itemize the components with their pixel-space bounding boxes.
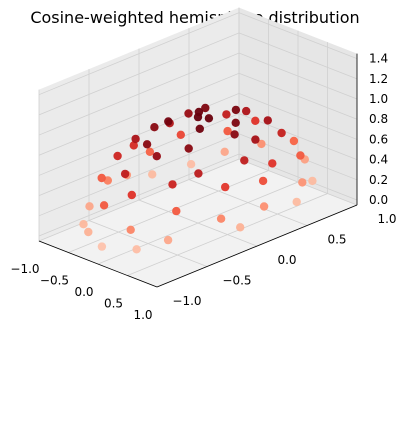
data-point [220,147,229,156]
data-point [152,152,161,161]
data-point [268,159,277,168]
z-tick-label: 0.6 [369,132,388,146]
y-tick-label: 0.0 [277,253,296,267]
z-gridline [38,52,358,136]
data-point [223,126,232,136]
data-point [184,109,193,118]
data-point [230,130,239,139]
data-point [120,169,130,179]
z-tick-label: 0.4 [369,153,388,167]
data-point [176,130,185,139]
z-gridline [38,93,358,176]
data-point [172,206,181,216]
data-point [259,202,269,211]
y-tick-label: 0.5 [327,233,346,247]
y-tick-label: 1.0 [377,212,396,226]
x-axis-line [38,240,158,288]
z-gridline [38,72,358,156]
data-point [251,135,260,144]
data-point [148,170,157,179]
data-point [231,118,240,128]
data-point [221,182,230,192]
data-point [257,139,266,149]
data-point [263,116,272,125]
data-point [298,178,307,187]
data-point [99,201,109,210]
data-point [251,116,260,126]
z-gridline [38,113,358,196]
scatter-points [79,103,317,254]
data-point [216,214,226,223]
x-tick-label: 0.0 [74,285,93,299]
data-point [277,128,286,138]
z-gridline [38,12,358,96]
x-tick-label: −1.0 [10,262,39,276]
x-tick-label: −0.5 [40,274,69,288]
data-point [308,176,317,186]
axis-lines [38,53,358,288]
data-point [193,112,203,122]
data-point [296,151,305,160]
y-tick-label: −0.5 [222,274,251,288]
data-point [258,176,268,186]
z-tick-label: 1.4 [369,52,388,66]
chart-title: Cosine-weighted hemisphere distribution [30,8,360,27]
data-point [201,103,210,113]
data-point [163,235,173,245]
y-tick-label: −1.0 [172,294,201,308]
z-tick-label: 0.8 [369,112,388,126]
data-point [184,144,193,153]
data-point [194,169,203,178]
data-point [97,173,106,183]
data-point [242,106,251,116]
x-tick-label: 0.5 [104,297,123,311]
data-point [131,134,140,144]
z-tick-label: 0.2 [369,173,388,187]
data-point [168,180,177,189]
z-tick-label: 1.2 [369,72,388,86]
x-axis-ticks: −1.0−0.5 0.0 0.5 1.0 [10,262,152,322]
data-point [145,147,155,156]
z-gridline [38,32,358,116]
data-point [84,227,93,237]
data-point [142,140,152,149]
data-point [204,114,214,123]
data-point [289,136,299,146]
z-tick-label: 1.0 [369,92,388,106]
z-gridline [38,133,358,217]
data-point [150,123,159,132]
data-point [240,156,249,165]
y-gridline [238,7,358,206]
data-point [231,105,241,115]
data-point [132,245,141,254]
data-point [97,242,107,251]
data-point [222,110,231,119]
data-point [186,160,196,169]
z-axis-ticks: 0.0 0.2 0.4 0.6 0.8 1.0 1.2 1.4 [369,52,388,207]
data-point [236,223,245,232]
y-gridline [88,69,208,267]
y-gridline [138,48,258,247]
data-point [129,141,138,150]
data-point [126,225,135,234]
data-point [195,124,204,133]
data-point [85,202,94,211]
data-point [164,117,173,126]
data-point [127,190,136,200]
data-point [113,151,122,161]
y-gridline [188,28,308,226]
data-point [79,220,88,229]
data-point [292,197,301,207]
y-axis-ticks: −1.0 −0.5 0.0 0.5 1.0 [172,212,396,308]
z-tick-label: 0.0 [369,193,388,207]
y-axis-line [156,204,358,288]
x-tick-label: 1.0 [133,308,152,322]
